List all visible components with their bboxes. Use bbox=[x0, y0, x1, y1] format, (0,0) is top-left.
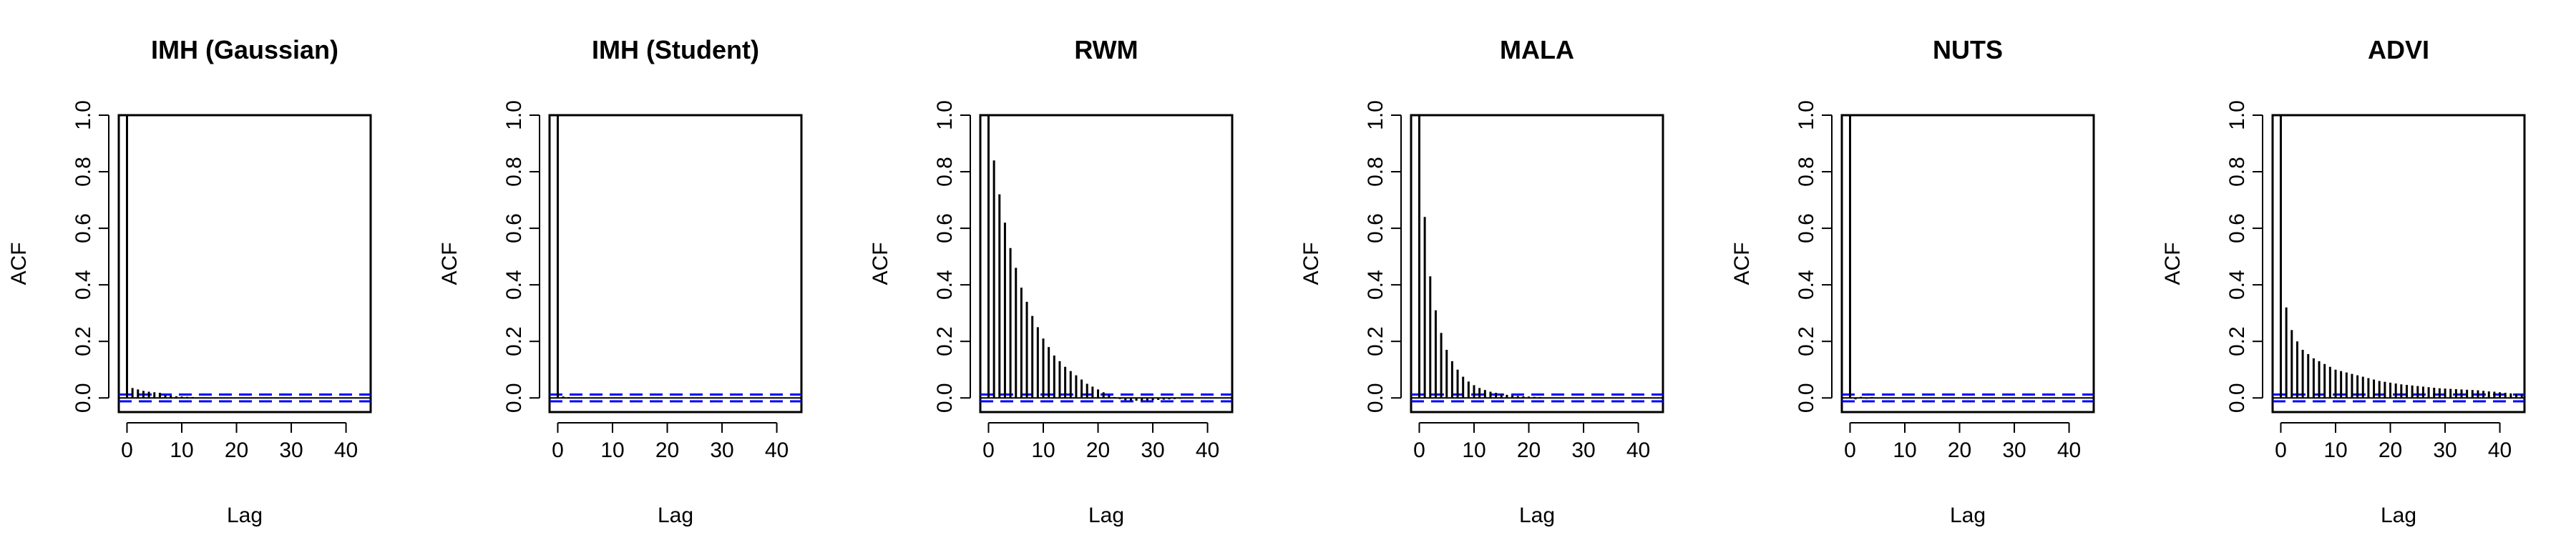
acf-panel-2: IMH (Student) Lag ACF 0 10 20 30 40 0.0 0.2 0.4 0.6… bbox=[438, 35, 803, 527]
x-tick-label: 30 bbox=[2002, 439, 2026, 462]
x-tick-label: 30 bbox=[1571, 439, 1595, 462]
y-tick-label: 0.2 bbox=[72, 326, 95, 356]
y-tick-label: 1.0 bbox=[72, 100, 95, 130]
y-tick-label: 0.2 bbox=[1795, 326, 1818, 356]
panel-title: RWM bbox=[1074, 35, 1138, 64]
x-tick-label: 0 bbox=[552, 439, 564, 462]
y-tick-label: 0.0 bbox=[72, 383, 95, 413]
plot-frame bbox=[979, 114, 1234, 413]
y-tick-label: 0.4 bbox=[933, 270, 957, 300]
y-tick-label: 0.6 bbox=[502, 213, 526, 243]
y-tick-label: 0.8 bbox=[933, 157, 957, 187]
x-tick-label: 10 bbox=[1893, 439, 1916, 462]
y-axis-label: ACF bbox=[438, 243, 462, 285]
y-tick-label: 0.6 bbox=[933, 213, 957, 243]
x-tick-label: 20 bbox=[1517, 439, 1541, 462]
y-axis-label: ACF bbox=[1299, 243, 1323, 285]
x-tick-label: 10 bbox=[2323, 439, 2347, 462]
x-tick-label: 20 bbox=[225, 439, 248, 462]
plot-frame bbox=[1410, 114, 1664, 413]
y-tick-label: 0.2 bbox=[2225, 326, 2249, 356]
acf-panel-1: IMH (Gaussian) Lag ACF 0 10 20 30 40 0.0 0.2 0.4 0.… bbox=[7, 35, 372, 527]
panel-title: MALA bbox=[1500, 35, 1574, 64]
y-tick-label: 0.8 bbox=[1795, 157, 1818, 187]
x-tick-label: 40 bbox=[765, 439, 789, 462]
plot-frame bbox=[548, 114, 803, 413]
y-tick-label: 0.4 bbox=[502, 270, 526, 300]
y-tick-label: 1.0 bbox=[1364, 100, 1387, 130]
y-axis-label: ACF bbox=[7, 243, 31, 285]
x-axis-label: Lag bbox=[227, 504, 263, 527]
y-axis-label: ACF bbox=[869, 243, 892, 285]
x-tick-label: 20 bbox=[655, 439, 679, 462]
y-tick-label: 0.8 bbox=[72, 157, 95, 187]
x-tick-label: 0 bbox=[2275, 439, 2287, 462]
y-tick-label: 0.8 bbox=[1364, 157, 1387, 187]
x-tick-label: 40 bbox=[334, 439, 358, 462]
x-tick-label: 40 bbox=[1626, 439, 1650, 462]
y-tick-label: 0.4 bbox=[72, 270, 95, 300]
x-tick-label: 10 bbox=[1031, 439, 1055, 462]
x-axis-label: Lag bbox=[658, 504, 693, 527]
x-tick-label: 30 bbox=[2433, 439, 2457, 462]
x-tick-label: 30 bbox=[1141, 439, 1164, 462]
x-axis-label: Lag bbox=[1088, 504, 1124, 527]
y-tick-label: 0.4 bbox=[2225, 270, 2249, 300]
acf-panel-6: ADVI Lag ACF 0 10 20 30 40 0.0 0.2 0.4 0.6 0.8 1.0 bbox=[2161, 35, 2526, 527]
acf-panel-4: MALA Lag ACF 0 10 20 30 40 0.0 0.2 0.4 0.6 0.8 1.0 bbox=[1299, 35, 1664, 527]
y-tick-label: 1.0 bbox=[2225, 100, 2249, 130]
y-tick-label: 0.8 bbox=[2225, 157, 2249, 187]
x-tick-label: 0 bbox=[1413, 439, 1425, 462]
x-tick-label: 10 bbox=[1462, 439, 1485, 462]
x-axis-label: Lag bbox=[2381, 504, 2416, 527]
y-tick-label: 0.0 bbox=[933, 383, 957, 413]
x-tick-label: 20 bbox=[1948, 439, 1971, 462]
x-tick-label: 0 bbox=[1844, 439, 1856, 462]
x-tick-label: 40 bbox=[2057, 439, 2081, 462]
y-tick-label: 0.6 bbox=[1364, 213, 1387, 243]
panel-title: ADVI bbox=[2368, 35, 2429, 64]
y-tick-label: 0.2 bbox=[933, 326, 957, 356]
x-axis-label: Lag bbox=[1950, 504, 1986, 527]
x-tick-label: 0 bbox=[121, 439, 133, 462]
plot-frame bbox=[2271, 114, 2526, 413]
acf-panel-5: NUTS Lag ACF 0 10 20 30 40 0.0 0.2 0.4 0.6 0.8 1.0 bbox=[1730, 35, 2095, 527]
y-tick-label: 0.0 bbox=[1795, 383, 1818, 413]
y-tick-label: 0.2 bbox=[1364, 326, 1387, 356]
y-tick-label: 0.0 bbox=[2225, 383, 2249, 413]
y-tick-label: 1.0 bbox=[1795, 100, 1818, 130]
panel-title: IMH (Student) bbox=[592, 35, 759, 64]
y-tick-label: 1.0 bbox=[933, 100, 957, 130]
x-tick-label: 10 bbox=[600, 439, 624, 462]
x-tick-label: 10 bbox=[170, 439, 193, 462]
y-tick-label: 0.0 bbox=[1364, 383, 1387, 413]
y-tick-label: 0.2 bbox=[502, 326, 526, 356]
y-tick-label: 0.8 bbox=[502, 157, 526, 187]
plot-frame bbox=[117, 114, 372, 413]
y-tick-label: 0.4 bbox=[1795, 270, 1818, 300]
x-tick-label: 0 bbox=[982, 439, 995, 462]
y-tick-label: 0.0 bbox=[502, 383, 526, 413]
y-tick-label: 1.0 bbox=[502, 100, 526, 130]
x-tick-label: 40 bbox=[2488, 439, 2512, 462]
x-tick-label: 30 bbox=[710, 439, 733, 462]
acf-panel-3: RWM Lag ACF 0 10 20 30 40 0.0 0.2 0.4 0.6 0.8 1.0 bbox=[869, 35, 1234, 527]
x-tick-label: 30 bbox=[279, 439, 303, 462]
y-tick-label: 0.4 bbox=[1364, 270, 1387, 300]
y-axis-label: ACF bbox=[2161, 243, 2185, 285]
x-axis-label: Lag bbox=[1519, 504, 1555, 527]
y-tick-label: 0.6 bbox=[1795, 213, 1818, 243]
plot-frame bbox=[1840, 114, 2095, 413]
panel-title: NUTS bbox=[1933, 35, 2003, 64]
y-tick-label: 0.6 bbox=[72, 213, 95, 243]
x-tick-label: 40 bbox=[1196, 439, 1219, 462]
x-tick-label: 20 bbox=[1086, 439, 1110, 462]
x-tick-label: 20 bbox=[2379, 439, 2402, 462]
panel-title: IMH (Gaussian) bbox=[151, 35, 338, 64]
y-axis-label: ACF bbox=[1730, 243, 1754, 285]
y-tick-label: 0.6 bbox=[2225, 213, 2249, 243]
